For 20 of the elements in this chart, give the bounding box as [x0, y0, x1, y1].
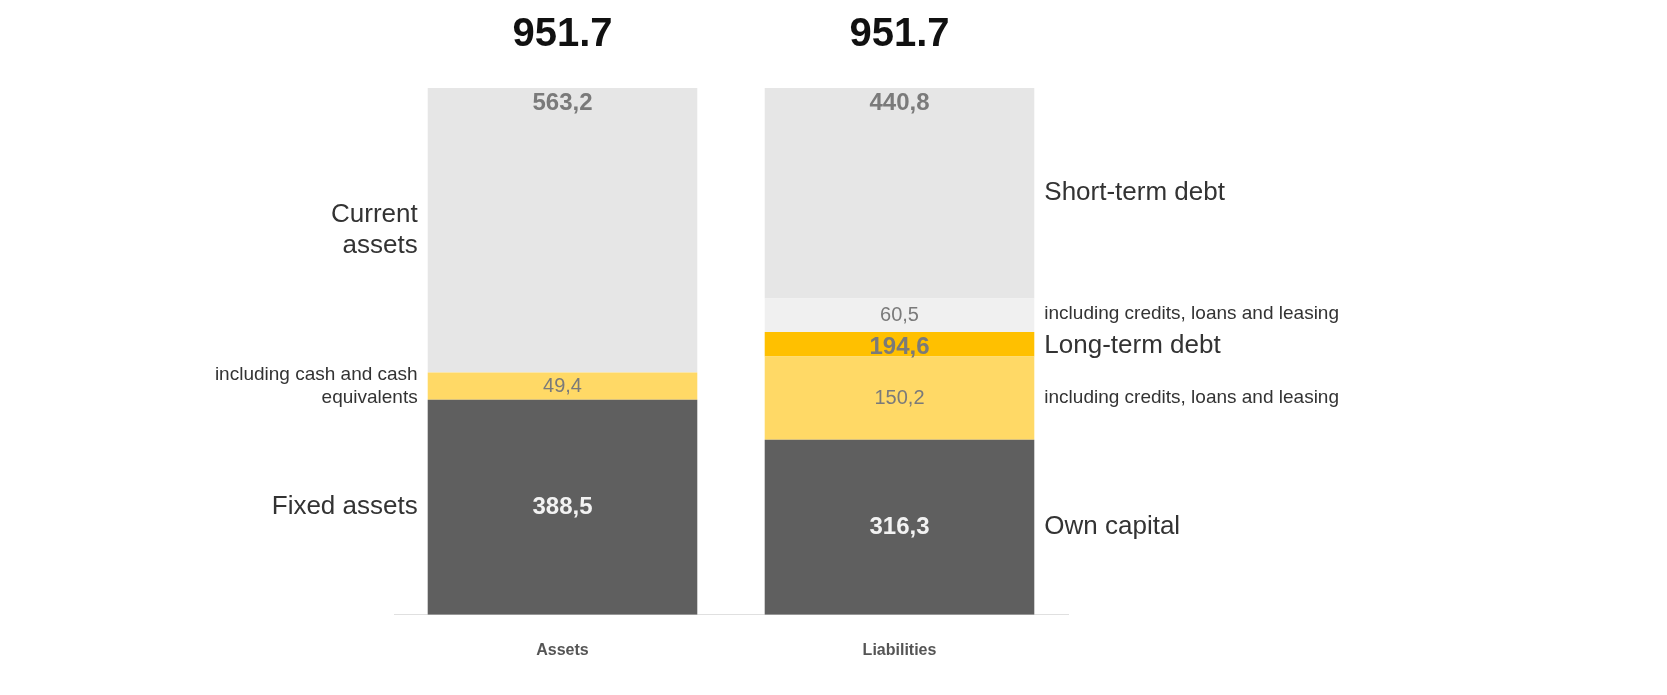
annotation: 440,8: [869, 87, 930, 115]
annotation: 194,6: [869, 331, 930, 359]
total-label: 951.7: [849, 10, 950, 54]
data-label: 316,3: [869, 511, 930, 539]
x-tick-label: Liabilities: [862, 640, 937, 658]
series-label: Short-term debt: [1044, 176, 1226, 207]
series-label: Own capital: [1044, 510, 1181, 541]
series-label: including credits, loans and leasing: [1044, 386, 1339, 408]
data-label: 60,5: [880, 302, 919, 325]
annotation: 563,2: [532, 87, 593, 115]
data-label: 388,5: [532, 491, 593, 519]
series-label: Fixed assets: [271, 490, 418, 521]
data-label: 49,4: [543, 373, 582, 396]
data-label: 150,2: [874, 385, 925, 408]
x-tick-label: Assets: [536, 640, 589, 658]
series-label: including cash and cash equivalents: [214, 362, 418, 407]
total-label: 951.7: [512, 10, 613, 54]
series-label: Long-term debt: [1044, 329, 1222, 360]
series-label: Current assets: [331, 197, 419, 259]
series-label: including credits, loans and leasing: [1044, 301, 1339, 323]
